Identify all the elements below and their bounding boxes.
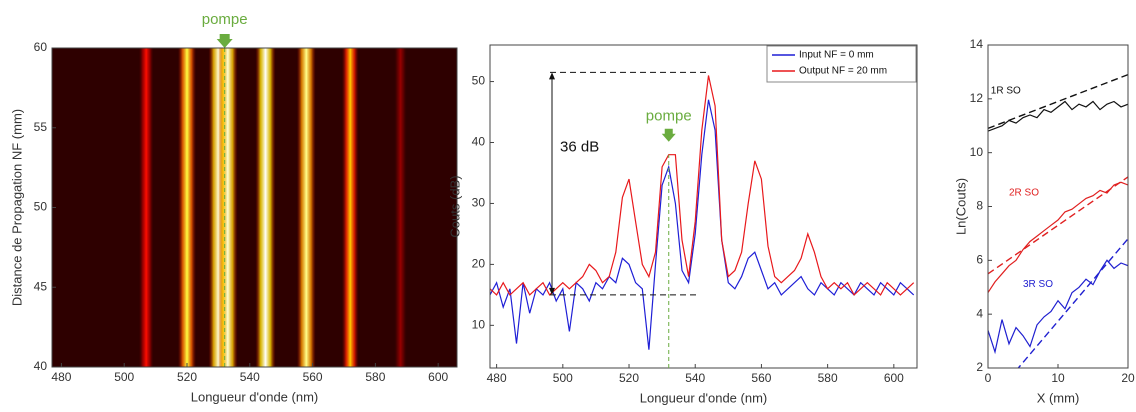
y-axis-label: Couts (dB) — [447, 175, 462, 237]
y-axis-label: Ln(Couts) — [953, 178, 968, 235]
y-tick-label: 20 — [472, 257, 486, 271]
plot-area — [490, 75, 915, 350]
y-tick-label: 8 — [976, 199, 983, 213]
y-tick-label: 60 — [34, 40, 48, 54]
x-tick-label: 560 — [303, 370, 323, 384]
x-tick-label: 580 — [818, 371, 838, 385]
heatmap-band — [341, 48, 359, 367]
x-tick-label: 0 — [985, 371, 992, 385]
heatmap-band — [393, 48, 408, 367]
y-tick-label: 50 — [34, 200, 48, 214]
heatmap-band — [217, 48, 238, 367]
data-line — [988, 259, 1128, 355]
y-tick-label: 6 — [976, 253, 983, 267]
y-tick-label: 2 — [976, 360, 983, 374]
fit-line — [988, 73, 1128, 130]
data-line — [490, 75, 915, 296]
heatmap-band — [138, 48, 154, 367]
x-tick-label: 520 — [619, 371, 639, 385]
heatmap-background — [52, 48, 457, 367]
fit-line — [988, 176, 1128, 275]
y-tick-label: 40 — [472, 135, 486, 149]
y-tick-label: 45 — [34, 279, 48, 293]
legend-box — [766, 45, 917, 83]
y-tick-label: 55 — [34, 120, 48, 134]
x-tick-label: 540 — [240, 370, 260, 384]
y-axis-label: Distance de Propagation NF (mm) — [9, 109, 24, 306]
y-tick-label: 12 — [970, 91, 984, 105]
pump-arrow — [661, 128, 676, 142]
y-tick-label: 40 — [34, 359, 48, 373]
plot-frame — [489, 44, 918, 369]
x-tick-label: 500 — [114, 370, 134, 384]
x-tick-label: 20 — [1121, 371, 1135, 385]
x-tick-label: 480 — [487, 371, 507, 385]
heatmap-band — [255, 48, 276, 367]
legend-label: Output NF = 20 mm — [799, 66, 887, 77]
plot-area — [988, 73, 1128, 368]
heatmap-band — [177, 48, 197, 367]
series-label: 1R SO — [991, 85, 1021, 96]
x-axis-label: Longueur d'onde (nm) — [640, 390, 768, 405]
x-tick-label: 10 — [1051, 371, 1065, 385]
data-line — [988, 100, 1128, 132]
x-tick-label: 540 — [685, 371, 705, 385]
x-tick-label: 580 — [365, 370, 385, 384]
x-tick-label: 480 — [51, 370, 71, 384]
x-tick-label: 560 — [751, 371, 771, 385]
x-tick-label: 600 — [428, 370, 448, 384]
y-tick-label: 14 — [970, 37, 984, 51]
x-axis-label: Longueur d'onde (nm) — [191, 389, 319, 404]
data-line — [490, 99, 915, 350]
y-tick-label: 30 — [472, 196, 486, 210]
x-tick-label: 520 — [177, 370, 197, 384]
y-tick-label: 10 — [970, 145, 984, 159]
heatmap-band — [296, 48, 316, 367]
series-label: 3R SO — [1023, 279, 1053, 290]
plot-area — [52, 48, 457, 367]
pump-label: pompe — [202, 11, 248, 28]
y-tick-label: 10 — [472, 318, 486, 332]
legend-label: Input NF = 0 mm — [799, 50, 874, 61]
x-tick-label: 500 — [553, 371, 573, 385]
y-tick-label: 50 — [472, 74, 486, 88]
data-line — [988, 181, 1128, 293]
x-axis-label: X (mm) — [1037, 390, 1080, 405]
fit-line — [1017, 238, 1128, 368]
series-label: 2R SO — [1009, 188, 1039, 199]
pump-label: pompe — [646, 108, 692, 125]
pump-arrow — [216, 34, 233, 48]
gain-label: 36 dB — [560, 139, 599, 156]
y-tick-label: 4 — [976, 306, 983, 320]
x-tick-label: 600 — [884, 371, 904, 385]
